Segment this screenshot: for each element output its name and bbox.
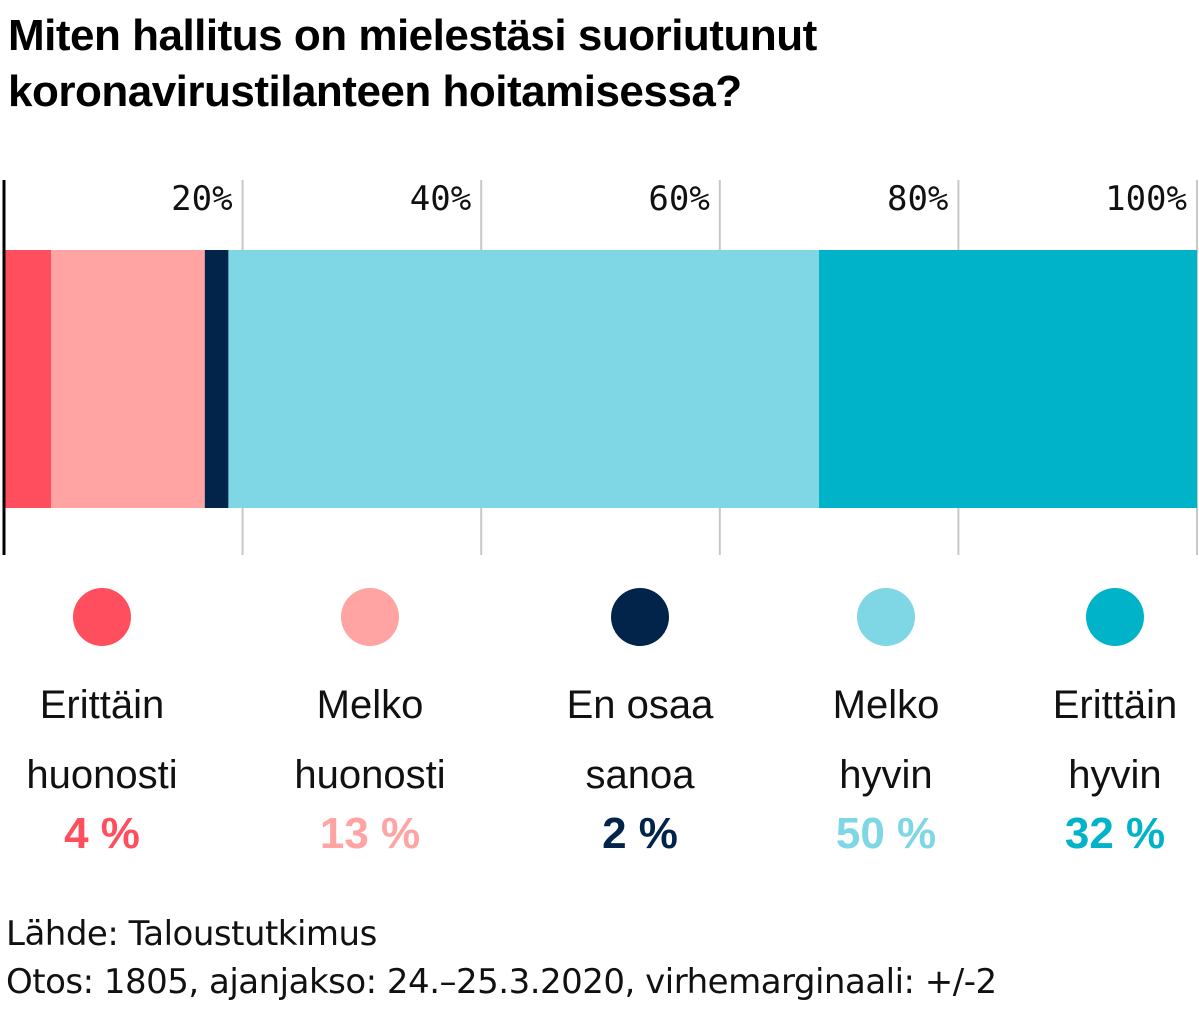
data-label: 50 %: [835, 809, 937, 858]
stacked-bar-chart: 20% 40% 60% 80% 100%: [2, 179, 1198, 555]
legend-swatch: [73, 588, 131, 646]
legend-label-line2: huonosti: [26, 753, 178, 797]
legend-label: Erittäin hyvin: [1000, 670, 1199, 810]
legend-label-line2: sanoa: [585, 753, 695, 797]
legend-label-line1: Erittäin: [1052, 683, 1178, 727]
data-label: 4 %: [64, 809, 140, 858]
sample-note: Otos: 1805, ajanjakso: 24.–25.3.2020, vi…: [6, 962, 997, 1002]
data-label: 2 %: [602, 809, 678, 858]
bar-segment: [819, 250, 1197, 508]
tick-label: 40%: [410, 179, 471, 219]
tick-label: 100%: [1105, 179, 1187, 219]
bar-segment: [51, 250, 205, 508]
data-label: 32 %: [1064, 809, 1166, 858]
legend-swatch: [1086, 588, 1144, 646]
legend-label: Erittäin huonosti: [0, 670, 217, 810]
legend-swatch: [857, 588, 915, 646]
data-label: 13 %: [319, 809, 421, 858]
tick-label: 60%: [648, 179, 709, 219]
source-note: Lähde: Taloustutkimus: [6, 914, 377, 954]
legend-label: Melko hyvin: [771, 670, 1001, 810]
chart-title-line2: koronavirustilanteen hoitamisessa?: [8, 67, 742, 116]
bar-segment: [204, 250, 229, 508]
legend-label-line1: Melko: [316, 683, 424, 727]
legend-label: En osaa sanoa: [525, 670, 755, 810]
legend-item: Melko huonosti 13 %: [255, 580, 485, 862]
bar-segment: [228, 250, 820, 508]
legend-label-line1: Melko: [832, 683, 940, 727]
tick-label: 80%: [887, 179, 948, 219]
legend-swatch: [611, 588, 669, 646]
legend-label-line1: Erittäin: [39, 683, 165, 727]
legend-label-line2: hyvin: [1068, 753, 1162, 797]
legend-label-line1: En osaa: [566, 683, 714, 727]
chart-title-line1: Miten hallitus on mielestäsi suoriutunut: [8, 11, 817, 60]
legend-label-line2: huonosti: [294, 753, 446, 797]
legend-item: Erittäin huonosti 4 %: [0, 580, 217, 862]
legend: Erittäin huonosti 4 % Melko huonosti 13 % En o…: [0, 580, 1199, 880]
legend-label: Melko huonosti: [255, 670, 485, 810]
tick-label: 20%: [171, 179, 232, 219]
legend-item: En osaa sanoa 2 %: [525, 580, 755, 862]
legend-label-line2: hyvin: [839, 753, 933, 797]
legend-item: Melko hyvin 50 %: [771, 580, 1001, 862]
chart-title: Miten hallitus on mielestäsi suoriutunut…: [8, 8, 1188, 120]
bar-segment: [4, 250, 52, 508]
legend-item: Erittäin hyvin 32 %: [1000, 580, 1199, 862]
legend-swatch: [341, 588, 399, 646]
chart-footer: Lähde: Taloustutkimus Otos: 1805, ajanja…: [6, 910, 997, 1006]
